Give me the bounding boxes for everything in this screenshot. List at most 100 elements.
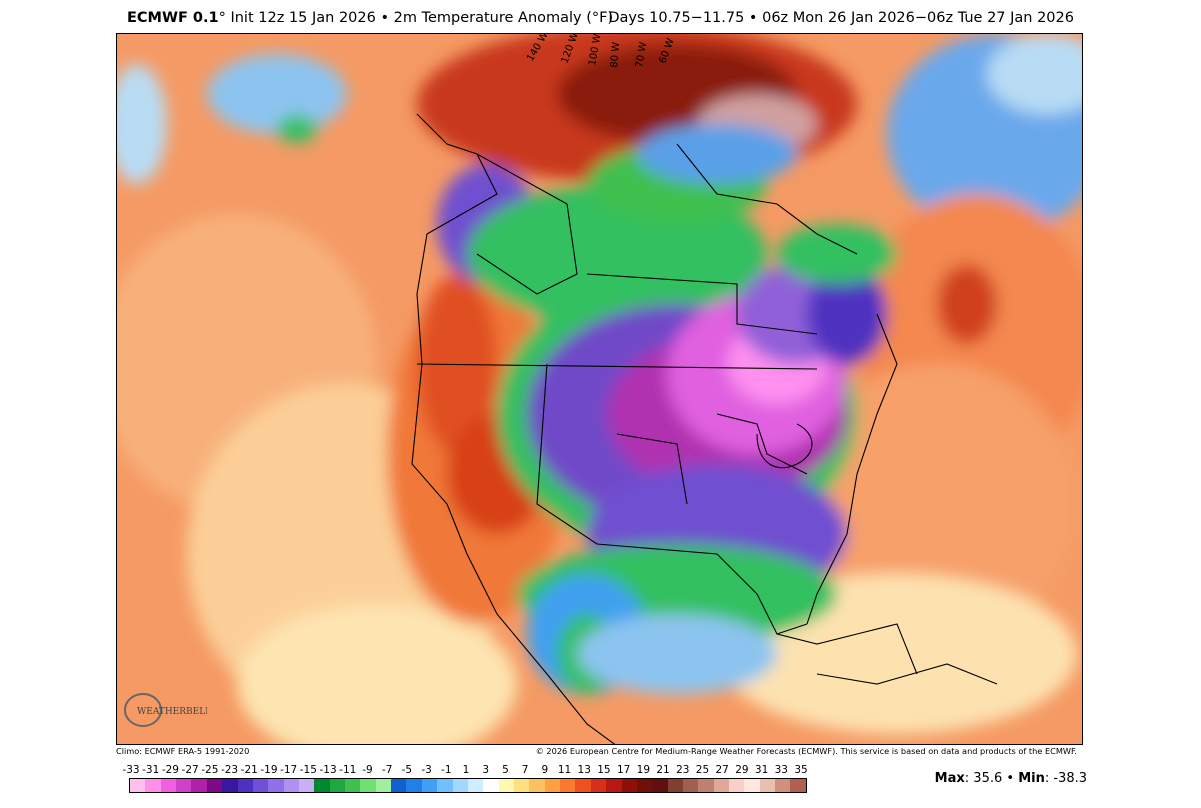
colorbar-swatch	[513, 779, 530, 792]
colorbar-swatch	[544, 779, 561, 792]
colorbar-swatch	[360, 779, 376, 792]
colorbar-swatch	[529, 779, 545, 792]
colorbar-swatch	[621, 779, 637, 792]
colorbar-swatch	[283, 779, 299, 792]
colorbar-swatch	[606, 779, 622, 792]
colorbar-tick-label: -7	[381, 764, 393, 776]
colorbar-swatch	[406, 779, 422, 792]
colorbar-swatch	[744, 779, 760, 792]
colorbar-swatch	[191, 779, 207, 792]
colorbar-swatch	[298, 779, 315, 792]
max-min-readout: Max: 35.6 • Min: -38.3	[935, 771, 1087, 786]
colorbar-tick-label: 25	[695, 764, 710, 776]
colorbar-tick-label: 31	[754, 764, 769, 776]
colorbar-swatch	[775, 779, 791, 792]
colorbar-tick-label: 27	[715, 764, 729, 776]
anomaly-field	[117, 34, 1082, 744]
weatherbell-logo: WEATHERBELL	[123, 692, 211, 728]
colorbar-tick-label: 21	[656, 764, 670, 776]
max-label: Max	[934, 771, 965, 786]
colorbar-tick-label: 15	[597, 764, 611, 776]
colorbar-swatch	[713, 779, 730, 792]
colorbar-tick-label: 5	[502, 764, 509, 776]
colorbar-tick-label: -19	[260, 764, 278, 776]
colorbar-swatch	[729, 779, 745, 792]
colorbar-swatch	[698, 779, 714, 792]
colorbar-swatch	[437, 779, 453, 792]
colorbar-swatch	[314, 779, 330, 792]
colorbar-swatch	[575, 779, 591, 792]
init-text: ° Init 12z 15 Jan 2026 • 2m Temperature …	[218, 10, 614, 26]
colorbar-tick-label: -25	[201, 764, 219, 776]
colorbar-tick-label: -27	[181, 764, 199, 776]
colorbar-swatch	[268, 779, 284, 792]
logo-text: WEATHERBELL	[137, 707, 207, 717]
colorbar-tick-label: -5	[401, 764, 413, 776]
colorbar-tick-label: 35	[794, 764, 808, 776]
map-canvas: 140 W 120 W 100 W 80 W 70 W 60 W	[117, 34, 1082, 744]
colorbar-tick-label: -13	[319, 764, 337, 776]
lon-label: 70 W	[634, 41, 649, 68]
colorbar-tick-label: -31	[142, 764, 160, 776]
colorbar-swatch	[467, 779, 484, 792]
colorbar-swatch	[391, 779, 407, 792]
colorbar-swatch	[237, 779, 253, 792]
colorbar-tick-label: -3	[421, 764, 432, 776]
colorbar-labels: -33 -31 -29 -27 -25 -23 -21 -19 -17 -15 -13 -11 -9 -7…	[122, 764, 808, 778]
colorbar-tick-label: -33	[122, 764, 140, 776]
colorbar-swatch	[375, 779, 392, 792]
colorbar-swatch	[682, 779, 699, 792]
colorbar-swatch	[498, 779, 514, 792]
colorbar-tick-label: -21	[240, 764, 258, 776]
colorbar-swatch	[145, 779, 161, 792]
colorbar-swatch	[483, 779, 499, 792]
colorbar-swatch	[345, 779, 361, 792]
colorbar-tick-label: -9	[362, 764, 373, 776]
max-value: : 35.6	[964, 771, 1003, 786]
colorbar-tick-label: 9	[541, 764, 549, 776]
colorbar-tick-label: -15	[299, 764, 317, 776]
colorbar-tick-label: -1	[441, 764, 452, 776]
colorbar-swatch	[421, 779, 438, 792]
map-title: ECMWF 0.1° Init 12z 15 Jan 2026 • 2m Tem…	[127, 10, 613, 26]
copyright-note: © 2026 European Centre for Medium-Range …	[535, 746, 1077, 756]
climo-note: Climo: ECMWF ERA-5 1991-2020	[116, 746, 250, 756]
colorbar-swatch	[590, 779, 607, 792]
coastlines-borders	[411, 113, 998, 744]
colorbar-tick-label: 3	[482, 764, 490, 776]
colorbar-swatch	[176, 779, 192, 792]
colorbar-tick-label: 7	[521, 764, 529, 776]
colorbar-swatch	[206, 779, 223, 792]
colorbar-swatch	[160, 779, 177, 792]
min-value: : -38.3	[1044, 771, 1087, 786]
colorbar-swatch	[759, 779, 776, 792]
colorbar-tick-label: 33	[774, 764, 788, 776]
colorbar-swatch	[329, 779, 346, 792]
colorbar-tick-label: 23	[676, 764, 690, 776]
colorbar-tick-label: 1	[462, 764, 470, 776]
lon-label: 80 W	[609, 41, 622, 68]
colorbar-tick-label: -17	[280, 764, 298, 776]
colorbar-tick-label: -11	[339, 764, 357, 776]
colorbar-swatch	[667, 779, 683, 792]
colorbar-swatch	[252, 779, 269, 792]
min-label: Min	[1018, 771, 1045, 786]
colorbar-swatch	[560, 779, 576, 792]
colorbar-tick-label: 17	[616, 764, 631, 776]
colorbar-tick-label: 29	[735, 764, 749, 776]
colorbar-tick-label: 19	[636, 764, 651, 776]
colorbar-tick-label: -29	[161, 764, 179, 776]
colorbar-swatch	[130, 779, 146, 792]
max-min-separator: •	[1002, 771, 1019, 786]
temperature-anomaly-map[interactable]: 140 W 120 W 100 W 80 W 70 W 60 W WEATHER…	[116, 33, 1083, 745]
colorbar-tick-label: -23	[220, 764, 239, 776]
colorbar-swatch	[222, 779, 238, 792]
colorbar	[129, 778, 807, 793]
colorbar-swatch	[452, 779, 468, 792]
valid-time: Days 10.75−11.75 • 06z Mon 26 Jan 2026−0…	[608, 10, 1074, 26]
model-name: ECMWF 0.1	[127, 10, 219, 26]
colorbar-tick-label: 13	[577, 764, 591, 776]
colorbar-swatch	[652, 779, 668, 792]
colorbar-swatch	[790, 779, 806, 792]
colorbar-swatch	[636, 779, 653, 792]
